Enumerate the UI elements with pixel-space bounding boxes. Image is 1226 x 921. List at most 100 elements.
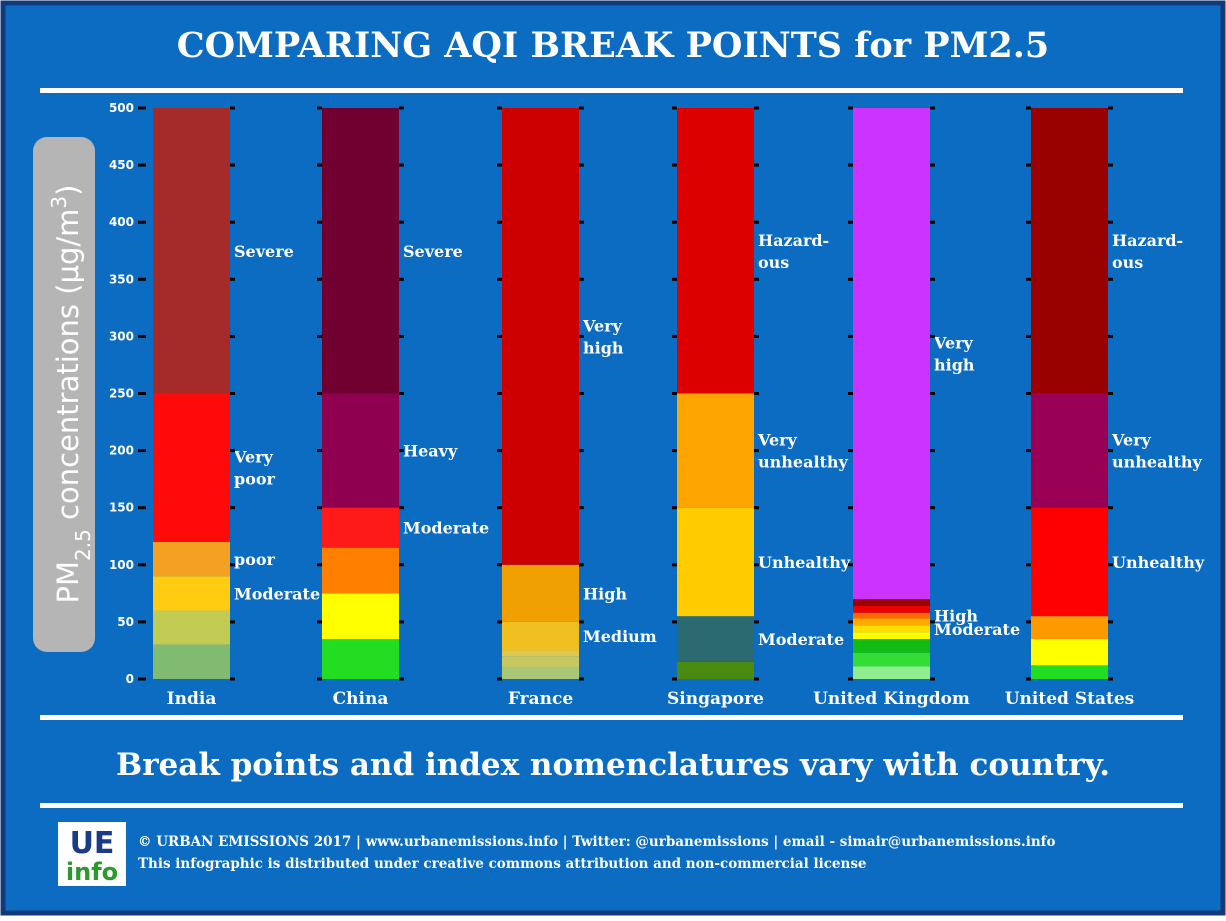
segment-label: unhealthy [758, 453, 849, 472]
x-tick-label: United Kingdom [813, 689, 970, 709]
bar-segment [153, 610, 230, 645]
y-tick-label: 500 [109, 101, 134, 115]
segment-label: High [583, 584, 627, 603]
segment-label: ous [758, 253, 789, 272]
bar-segment [502, 108, 579, 565]
bar-segment [853, 666, 930, 679]
segment-label: high [583, 338, 624, 357]
bar-segment [1031, 616, 1108, 640]
bar-segment [853, 639, 930, 653]
bar-segment [153, 541, 230, 577]
y-tick-label: 450 [109, 158, 134, 172]
footer-line: This infographic is distributed under cr… [138, 856, 867, 872]
segment-label: Moderate [403, 519, 489, 538]
segment-label: Medium [583, 627, 657, 646]
y-axis-label: PM2.5 concentrations (μg/m3) [47, 185, 95, 604]
segment-label: Very [1111, 431, 1152, 450]
x-tick-label: India [167, 689, 217, 709]
bar-segment [1031, 507, 1108, 617]
segment-label: Heavy [403, 442, 458, 461]
segment-label: Moderate [934, 620, 1020, 639]
segment-label: poor [234, 470, 276, 489]
y-label-part: ) [51, 185, 85, 196]
segment-label: Hazard- [1112, 231, 1183, 250]
bar-segment [502, 564, 579, 622]
divider [40, 803, 1183, 808]
bar-segment [853, 612, 930, 619]
y-tick-label: 0 [126, 672, 134, 686]
divider [40, 88, 1183, 93]
segment-label: Severe [403, 242, 463, 261]
x-tick-label: China [333, 689, 389, 709]
bar-segment [322, 593, 399, 640]
bar-segment [1031, 393, 1108, 508]
y-label-box [33, 137, 95, 652]
bar-segment [322, 639, 399, 679]
bar-segment [677, 661, 754, 679]
segment-label: High [934, 607, 978, 626]
bar-segment [322, 547, 399, 594]
title: COMPARING AQI BREAK POINTS for PM2.5 [177, 25, 1050, 66]
segment-label: unhealthy [1112, 453, 1203, 472]
segment-label: Unhealthy [758, 553, 851, 572]
y-tick-label: 250 [109, 387, 134, 401]
bar-segment [677, 108, 754, 394]
bar-segment [153, 108, 230, 394]
segment-label: Very [933, 334, 974, 353]
x-tick-label: United States [1005, 689, 1135, 709]
bar-segment [322, 108, 399, 394]
bar-segment [853, 625, 930, 633]
divider [40, 715, 1183, 720]
segment-label: ous [1112, 253, 1143, 272]
bar-segment [1031, 108, 1108, 394]
bar-segment [153, 644, 230, 679]
segment-label: Unhealthy [1112, 553, 1205, 572]
bar-segment [322, 507, 399, 548]
bar-segment [853, 108, 930, 600]
segment-label: Severe [234, 242, 294, 261]
bar-segment [502, 656, 579, 668]
bar-segment [853, 599, 930, 606]
segment-label: Very [582, 316, 623, 335]
y-tick-label: 150 [109, 501, 134, 515]
y-tick-label: 400 [109, 215, 134, 229]
bar-segment [502, 621, 579, 651]
bar-segment [677, 393, 754, 508]
y-tick-label: 50 [117, 615, 134, 629]
y-tick-label: 200 [109, 444, 134, 458]
y-label-part: PM [51, 561, 85, 604]
y-tick-label: 300 [109, 329, 134, 343]
y-tick-label: 350 [109, 272, 134, 286]
segment-label: high [934, 356, 975, 375]
segment-label: Very [757, 431, 798, 450]
bar-segment [677, 507, 754, 617]
x-tick-label: France [508, 689, 573, 709]
bar-segment [1031, 665, 1108, 679]
y-label-part: concentrations (μg/m [51, 209, 85, 530]
bar-segment [153, 576, 230, 611]
subtitle: Break points and index nomenclatures var… [116, 747, 1110, 783]
bar-segment [322, 393, 399, 508]
bar-segment [502, 667, 579, 679]
y-tick-label: 100 [109, 558, 134, 572]
logo [58, 822, 126, 886]
y-label-part: 2.5 [71, 529, 95, 561]
segment-label: poor [234, 550, 276, 569]
bar-segment [853, 652, 930, 667]
bar-segment [502, 650, 579, 657]
bar-segment [1031, 639, 1108, 666]
bar-segment [153, 393, 230, 542]
bar-segment [853, 605, 930, 613]
bar-segment [677, 616, 754, 662]
segment-label: Moderate [758, 630, 844, 649]
segment-label: Moderate [234, 584, 320, 603]
logo-text: UE [70, 826, 115, 861]
segment-label: Hazard- [758, 231, 829, 250]
bar-segment [853, 632, 930, 640]
logo-text: info [66, 858, 118, 886]
x-tick-label: Singapore [667, 689, 764, 709]
segment-label: Very [233, 448, 274, 467]
footer-line: © URBAN EMISSIONS 2017 | www.urbanemissi… [138, 834, 1055, 850]
y-label-part: 3 [47, 196, 71, 209]
